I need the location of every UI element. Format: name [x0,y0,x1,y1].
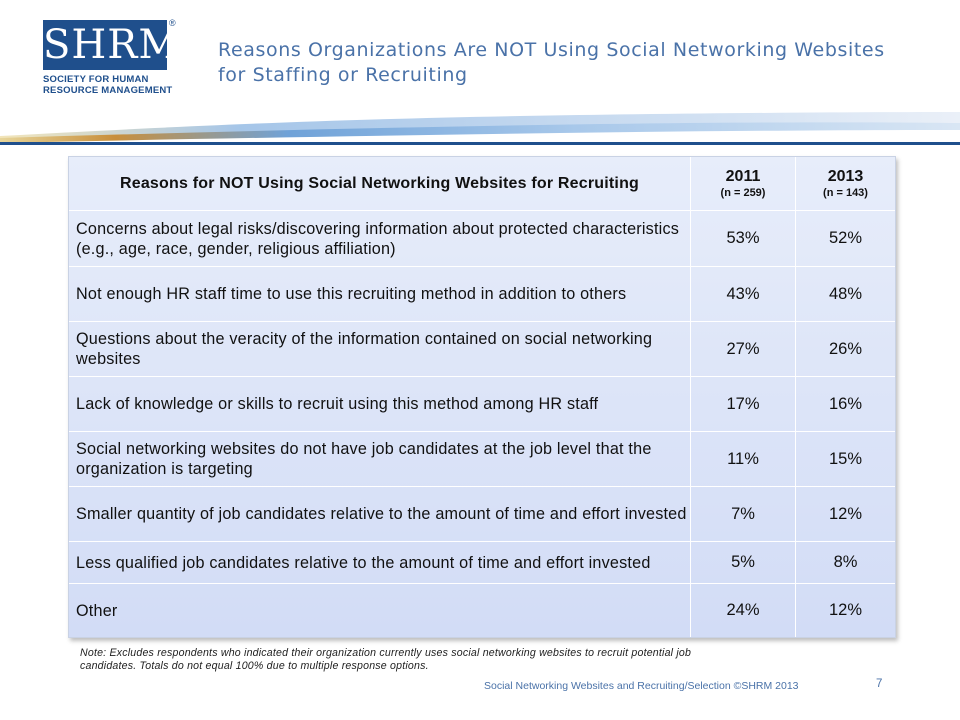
header-2011-n: (n = 259) [720,186,766,199]
value-2011-cell: 53% [690,211,795,266]
value-2011-cell: 17% [690,377,795,431]
value-2013-cell: 16% [795,377,895,431]
logo-subtitle-line-2: RESOURCE MANAGEMENT [43,85,173,96]
reason-cell: Other [76,601,118,620]
table-row: Other 24% 12% [69,584,895,637]
table-note-line-2: candidates. Totals do not equal 100% due… [80,660,429,672]
logo-subtitle: SOCIETY FOR HUMAN RESOURCE MANAGEMENT [43,74,175,96]
value-2013-cell: 8% [795,542,895,583]
value-2011-cell: 43% [690,267,795,321]
value-2011-cell: 5% [690,542,795,583]
reason-cell: Less qualified job candidates relative t… [76,553,651,572]
slide-footer: Social Networking Websites and Recruitin… [484,680,799,692]
page-number: 7 [876,678,883,690]
reasons-table: Reasons for NOT Using Social Networking … [68,156,896,638]
table-note-line-1: Note: Excludes respondents who indicated… [80,647,692,659]
table-note: Note: Excludes respondents who indicated… [80,647,900,673]
table-row: Smaller quantity of job candidates relat… [69,487,895,542]
value-2013-cell: 48% [795,267,895,321]
reason-cell: Lack of knowledge or skills to recruit u… [76,395,599,413]
header-2011: 2011 (n = 259) [690,157,795,210]
value-2013-cell: 12% [795,487,895,541]
value-2013-cell: 15% [795,432,895,486]
table-row: Lack of knowledge or skills to recruit u… [69,377,895,432]
reason-cell: Concerns about legal risks/discovering i… [76,219,680,258]
header-2013: 2013 (n = 143) [795,157,895,210]
value-2013-cell: 52% [795,211,895,266]
header-2013-year: 2013 [827,167,864,185]
table-row: Concerns about legal risks/discovering i… [69,211,895,267]
slide-title: Reasons Organizations Are NOT Using Soci… [218,38,918,88]
header-2013-n: (n = 143) [823,186,868,199]
shrm-logo: SHRM ® SOCIETY FOR HUMAN RESOURCE MANAGE… [43,18,181,102]
header-2011-year: 2011 [725,167,761,185]
reason-cell: Social networking websites do not have j… [76,440,652,478]
value-2013-cell: 12% [795,584,895,637]
table-row: Less qualified job candidates relative t… [69,542,895,584]
value-2011-cell: 27% [690,322,795,376]
table-header-row: Reasons for NOT Using Social Networking … [69,157,895,211]
logo-letters: SHRM [43,22,181,68]
table-row: Questions about the veracity of the info… [69,322,895,377]
value-2011-cell: 7% [690,487,795,541]
reason-cell: Questions about the veracity of the info… [76,330,653,368]
registered-mark: ® [169,18,176,28]
reason-cell: Not enough HR staff time to use this rec… [76,285,627,303]
value-2011-cell: 11% [690,432,795,486]
logo-box: SHRM [43,20,181,70]
table-row: Not enough HR staff time to use this rec… [69,267,895,322]
logo-subtitle-line-1: SOCIETY FOR HUMAN [43,74,149,85]
value-2013-cell: 26% [795,322,895,376]
header-swoosh-decoration [0,112,960,145]
table-row: Social networking websites do not have j… [69,432,895,487]
header-reasons: Reasons for NOT Using Social Networking … [119,174,640,192]
reason-cell: Smaller quantity of job candidates relat… [76,505,687,523]
slide-title-line-2: for Staffing or Recruiting [218,64,468,86]
value-2011-cell: 24% [690,584,795,637]
slide-title-line-1: Reasons Organizations Are NOT Using Soci… [218,39,885,61]
